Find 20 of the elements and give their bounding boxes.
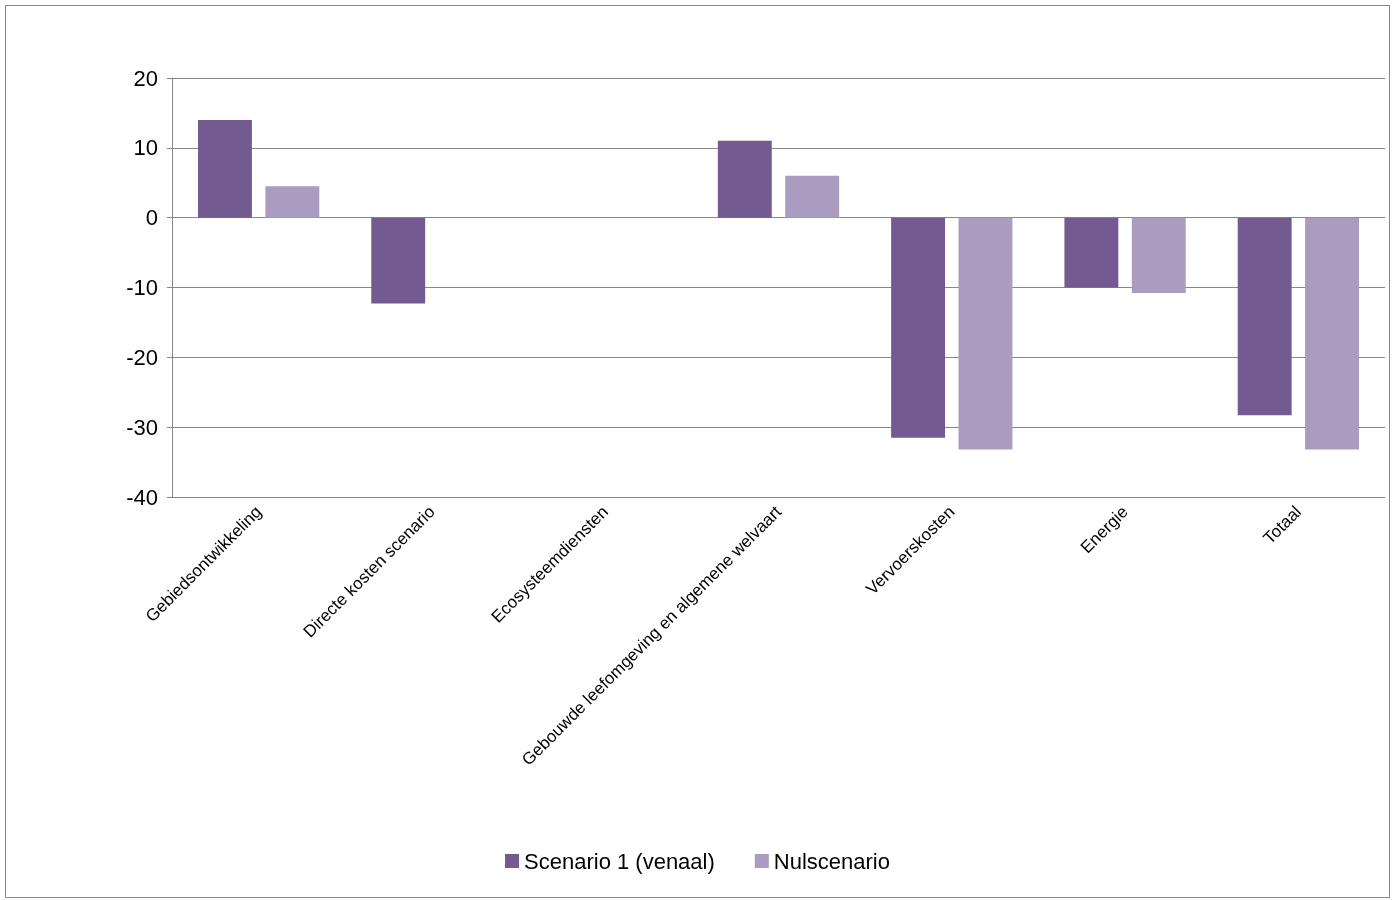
bar bbox=[1131, 217, 1186, 294]
bar bbox=[717, 140, 772, 218]
bar bbox=[1064, 217, 1119, 288]
y-tick-label: 20 bbox=[133, 65, 158, 91]
bar bbox=[265, 186, 320, 218]
legend-label: Scenario 1 (venaal) bbox=[524, 848, 715, 874]
bar bbox=[891, 217, 946, 438]
y-tick-label: 0 bbox=[145, 205, 158, 231]
y-tick-label: -10 bbox=[126, 275, 158, 300]
bar bbox=[1237, 217, 1292, 416]
y-tick-label: 10 bbox=[133, 135, 158, 161]
y-tick-label: -20 bbox=[126, 344, 158, 370]
y-tick-label: -40 bbox=[126, 484, 158, 510]
y-tick-label: -30 bbox=[126, 414, 158, 440]
bar bbox=[197, 119, 252, 218]
bar bbox=[958, 217, 1013, 450]
bar bbox=[371, 217, 426, 304]
legend-label: Nulscenario bbox=[773, 848, 890, 874]
bar bbox=[785, 175, 840, 218]
bar bbox=[1305, 217, 1360, 450]
